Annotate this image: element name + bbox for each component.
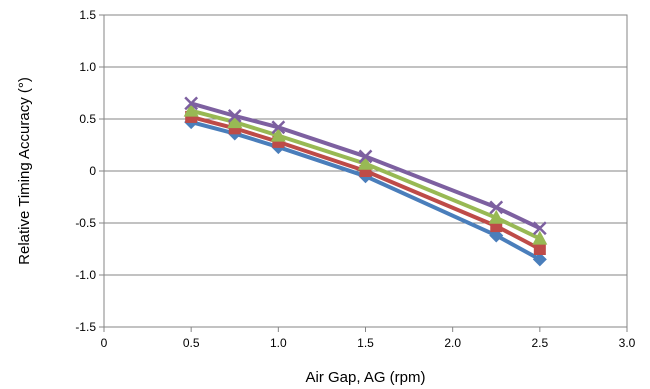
data-point-triangle <box>488 209 504 224</box>
y-axis-title: Relative Timing Accuracy (°) <box>16 77 33 265</box>
data-point-square <box>533 243 546 255</box>
series-2-line <box>190 114 541 251</box>
x-axis-title: Air Gap, AG (rpm) <box>305 369 425 386</box>
y-tick-label: 0.5 <box>79 112 96 126</box>
data-point-x <box>184 96 199 111</box>
y-tick-label: -0.5 <box>75 216 96 230</box>
data-point-x <box>271 120 286 135</box>
data-point-x <box>532 221 547 236</box>
series-4 <box>184 96 547 236</box>
series-3 <box>183 102 548 245</box>
x-axis-ticks: 0 0.5 1.0 1.5 2.0 2.5 3.0 <box>101 327 636 350</box>
y-tick-label: 1.0 <box>79 60 96 74</box>
series-1 <box>184 115 547 267</box>
data-point-diamond <box>532 252 547 267</box>
series-1-line <box>190 120 541 262</box>
data-point-x <box>358 149 373 164</box>
series-group <box>183 96 548 267</box>
y-tick-label: 0 <box>89 164 96 178</box>
x-tick-label: 1.0 <box>270 336 287 350</box>
y-axis-ticks: 1.5 1.0 0.5 0 -0.5 -1.0 -1.5 <box>75 8 104 334</box>
x-tick-label: 3.0 <box>619 336 636 350</box>
data-point-triangle <box>227 114 243 129</box>
series-4-line <box>190 101 541 231</box>
data-point-triangle <box>270 127 286 142</box>
data-point-triangle <box>358 155 373 170</box>
y-tick-label: 1.5 <box>79 8 96 22</box>
series-3-line <box>190 108 541 241</box>
x-tick-label: 2.0 <box>444 336 461 350</box>
x-tick-label: 0 <box>101 336 108 350</box>
x-tick-label: 0.5 <box>183 336 200 350</box>
y-tick-label: -1.0 <box>75 268 96 282</box>
data-point-x <box>489 200 504 215</box>
data-point-triangle <box>532 230 548 245</box>
x-tick-label: 1.5 <box>357 336 374 350</box>
data-point-triangle <box>183 102 199 117</box>
x-tick-label: 2.5 <box>531 336 548 350</box>
y-tick-label: -1.5 <box>75 320 96 334</box>
data-point-x <box>227 108 242 123</box>
